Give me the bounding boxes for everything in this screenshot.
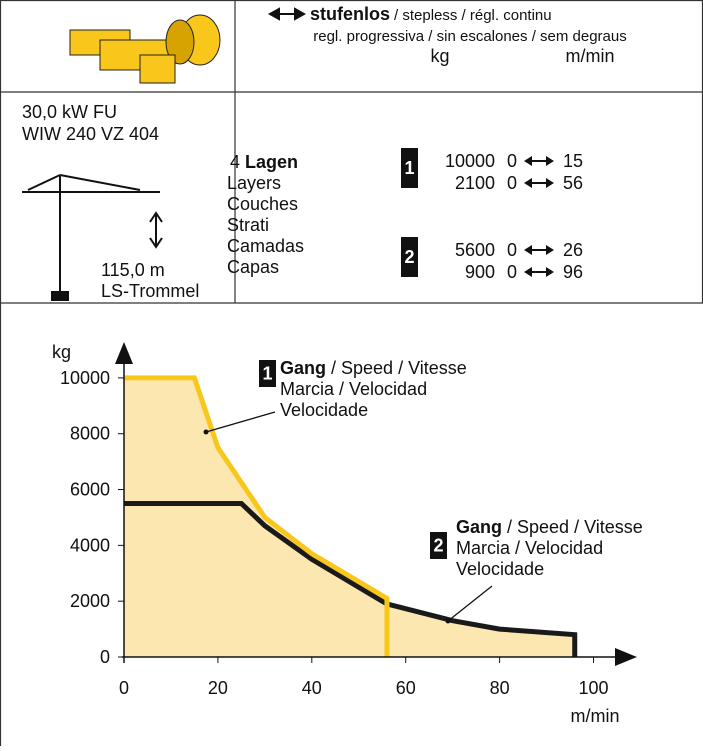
layers-count: 4: [230, 152, 240, 172]
stepless-rest: / stepless / régl. continu: [394, 7, 552, 24]
badge-label: 2: [404, 247, 414, 267]
drum: LS-Trommel: [101, 281, 199, 301]
x-axis-label: m/min: [571, 706, 620, 726]
model: WIW 240 VZ 404: [22, 124, 159, 144]
from: 0: [507, 173, 517, 193]
x-tick-label: 20: [208, 678, 228, 698]
stepless-bold: stufenlos: [310, 4, 390, 24]
y-tick-label: 4000: [70, 535, 110, 555]
layer: Strati: [227, 215, 269, 235]
x-tick-label: 80: [490, 678, 510, 698]
x-tick-label: 0: [119, 678, 129, 698]
to: 56: [563, 173, 583, 193]
page: stufenlos/ stepless / régl. continu regl…: [0, 0, 703, 746]
annotation-line: Marcia / Velocidad: [456, 538, 603, 558]
leader: [448, 586, 492, 621]
to: 96: [563, 262, 583, 282]
leader: [206, 412, 275, 432]
from: 0: [507, 151, 517, 171]
annotation-line: Marcia / Velocidad: [280, 379, 427, 399]
annotation: Gang/ Speed / Vitesse: [456, 517, 643, 537]
badge-label: 2: [433, 536, 443, 556]
y-axis-label: kg: [52, 342, 71, 362]
layer: Camadas: [227, 236, 304, 256]
x-tick-label: 60: [396, 678, 416, 698]
layer: Capas: [227, 257, 279, 277]
rope-length: 115,0 m: [101, 260, 165, 280]
y-tick-label: 6000: [70, 480, 110, 500]
unit-kg: kg: [430, 46, 449, 66]
y-arrow: [115, 342, 133, 364]
badge-label: 1: [404, 158, 414, 178]
kg: 10000: [445, 151, 495, 171]
annotation-line: Velocidade: [456, 559, 544, 579]
leader-dot: [204, 430, 209, 435]
annotation-line: / Speed / Vitesse: [507, 517, 643, 537]
annotation-bold: Gang: [456, 517, 502, 537]
from: 0: [507, 262, 517, 282]
y-tick-label: 8000: [70, 424, 110, 444]
y-tick-label: 10000: [60, 368, 110, 388]
leader-dot: [446, 619, 451, 624]
annotation-line: / Speed / Vitesse: [331, 358, 467, 378]
x-arrow: [615, 648, 637, 666]
power: 30,0 kW FU: [22, 102, 117, 122]
winch-icon: [70, 15, 220, 83]
y-tick-label: 2000: [70, 591, 110, 611]
unit-speed: m/min: [566, 46, 615, 66]
kg: 900: [465, 262, 495, 282]
to: 26: [563, 240, 583, 260]
layers-bold: Lagen: [245, 152, 298, 172]
kg: 5600: [455, 240, 495, 260]
layer: Layers: [227, 173, 281, 193]
y-tick-label: 0: [100, 647, 110, 667]
x-tick-label: 100: [579, 678, 609, 698]
annotation-bold: Gang: [280, 358, 326, 378]
stepless-arrow: [270, 9, 304, 19]
annotation-line: Velocidade: [280, 400, 368, 420]
from: 0: [507, 240, 517, 260]
x-tick-label: 40: [302, 678, 322, 698]
kg: 2100: [455, 173, 495, 193]
stepless-label: stufenlos/ stepless / régl. continu: [310, 4, 552, 24]
badge-label: 1: [262, 364, 272, 384]
annotation: Gang/ Speed / Vitesse: [280, 358, 467, 378]
to: 15: [563, 151, 583, 171]
stepless-line2: regl. progressiva / sin escalones / sem …: [313, 28, 626, 45]
layer: Couches: [227, 194, 298, 214]
